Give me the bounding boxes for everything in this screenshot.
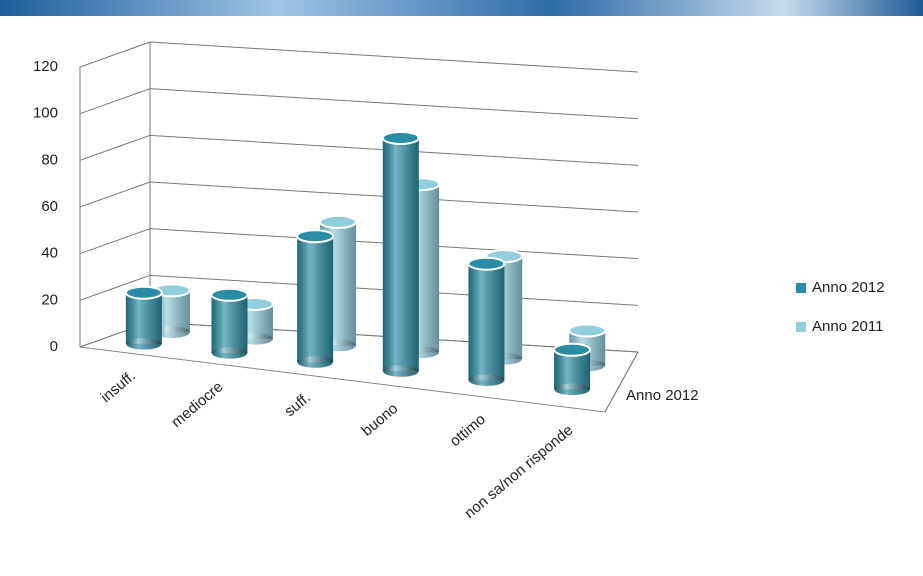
banner — [0, 0, 923, 16]
grid-line — [79, 88, 639, 120]
cylinder-shade — [382, 137, 419, 372]
y-tick-label: 80 — [41, 151, 58, 168]
x-tick-label: mediocre — [168, 378, 226, 431]
x-tick-label: suff. — [281, 389, 313, 420]
legend-swatch — [796, 283, 806, 293]
depth-label: Anno 2012 — [626, 387, 699, 404]
y-tick-label: 100 — [33, 105, 58, 122]
cylinder — [124, 285, 163, 351]
cylinder-top — [553, 342, 592, 357]
cylinder — [210, 287, 249, 360]
cylinder — [467, 256, 506, 387]
cylinder-base-shade — [153, 326, 190, 339]
y-tick-label: 40 — [41, 245, 58, 262]
cylinder-shade — [468, 263, 505, 381]
x-tick-label: buono — [358, 400, 401, 440]
cylinder — [553, 342, 592, 396]
cylinder-shade — [125, 292, 162, 345]
axis-line — [604, 351, 639, 413]
cylinder-top — [568, 323, 607, 338]
legend-label: Anno 2011 — [812, 318, 883, 335]
cylinder-shade — [297, 236, 334, 363]
grid-line — [79, 134, 639, 166]
cylinder-base-shade — [125, 338, 162, 351]
grid-line — [79, 181, 639, 213]
y-tick-label: 20 — [41, 291, 58, 308]
legend-label: Anno 2012 — [812, 279, 885, 296]
x-tick-label: ottimo — [447, 411, 489, 450]
y-tick-label: 60 — [41, 198, 58, 215]
legend-swatch — [796, 322, 806, 332]
y-tick-label: 120 — [33, 58, 58, 75]
cylinder-top — [467, 256, 506, 271]
grid-line — [79, 228, 639, 260]
cylinder-top — [319, 214, 358, 229]
cylinder-shade — [211, 294, 248, 354]
cylinder — [381, 130, 420, 378]
cylinder — [296, 229, 335, 369]
x-tick-label: non sa/non risponde — [461, 422, 576, 522]
grid-line — [79, 41, 639, 73]
cylinder-base-shade — [382, 365, 419, 378]
cylinder-top — [124, 285, 163, 300]
cylinder-top — [296, 229, 335, 244]
cylinder-top — [210, 287, 249, 302]
cylinder-top — [381, 130, 420, 145]
cylinder-base-shade — [297, 356, 334, 369]
cylinder-base-shade — [468, 374, 505, 387]
y-tick-label: 0 — [50, 338, 58, 355]
cylinder-base-shade — [554, 383, 591, 396]
cylinder-base-shade — [211, 347, 248, 360]
x-tick-label: insuff. — [97, 367, 138, 406]
